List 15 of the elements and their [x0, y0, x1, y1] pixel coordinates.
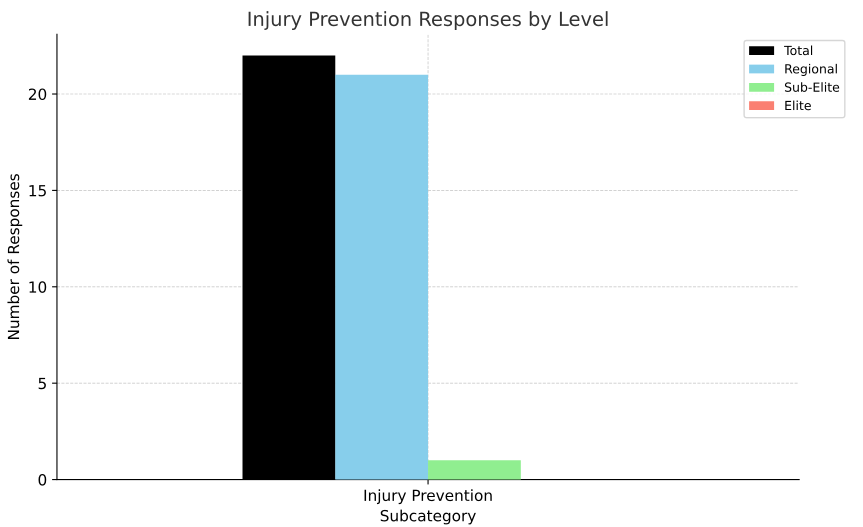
y-tick-label: 20 — [28, 88, 46, 100]
y-tick-label: 15 — [29, 185, 46, 196]
y-tick-label: 0 — [38, 474, 46, 486]
y-tick-label: 10 — [29, 281, 46, 293]
x-tick-label: Injury Prevention — [364, 489, 492, 504]
legend-label: Elite — [785, 100, 811, 110]
legend-label: Regional — [785, 64, 837, 76]
x-axis-title: Subcategory — [380, 510, 476, 524]
bar — [428, 460, 521, 480]
bar — [335, 74, 428, 480]
legend-label: Total — [784, 46, 812, 56]
y-tick-label: 5 — [38, 378, 46, 390]
y-axis-title: Number of Responses — [7, 174, 22, 339]
chart-title: Injury Prevention Responses by Level — [248, 11, 608, 30]
legend-label: Sub-Elite — [784, 82, 840, 92]
